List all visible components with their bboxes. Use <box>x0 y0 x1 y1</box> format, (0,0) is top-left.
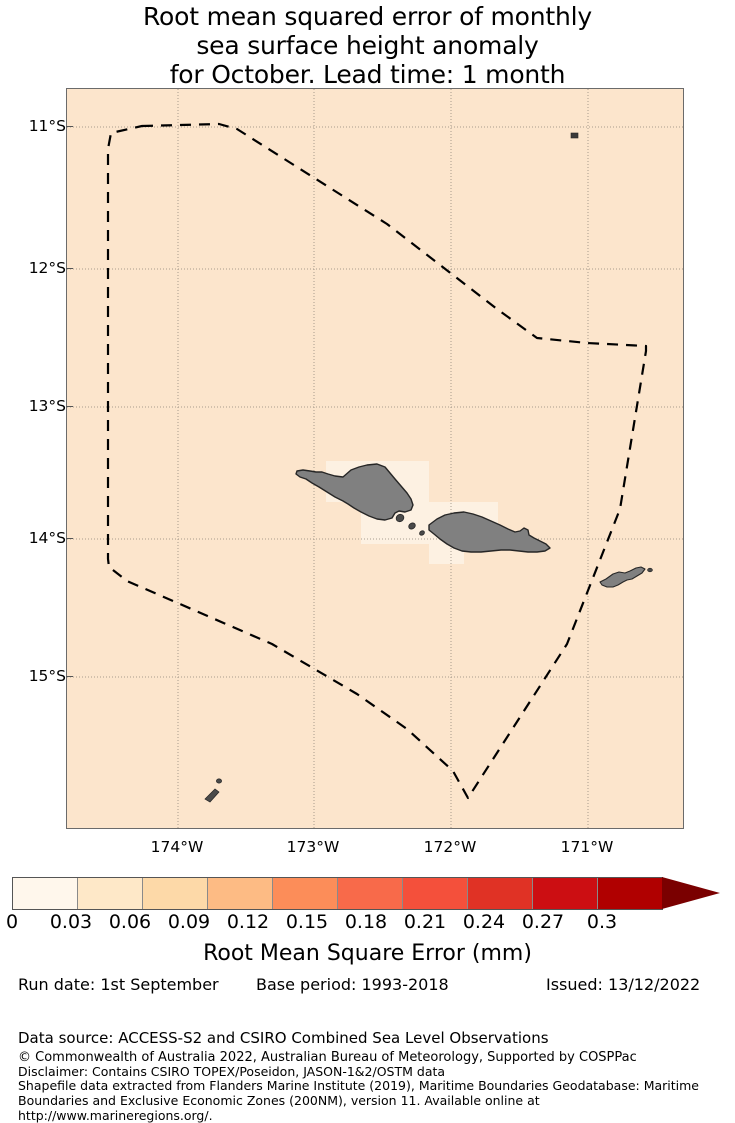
islets-southwest <box>204 778 222 803</box>
map-plot-area <box>66 88 684 829</box>
page-title: Root mean squared error of monthly sea s… <box>0 2 735 89</box>
cb-tick-8: 0.24 <box>462 911 506 933</box>
base-period: Base period: 1993-2018 <box>256 975 449 994</box>
title-line-3: for October. Lead time: 1 month <box>169 60 566 89</box>
islets-apolima-manono <box>395 513 425 536</box>
y-mark-4 <box>66 538 73 539</box>
shapefile-credit-line-1: Shapefile data extracted from Flanders M… <box>18 1078 699 1093</box>
island-savaii <box>295 463 414 521</box>
map-svg <box>67 89 683 828</box>
y-mark-1 <box>66 126 73 127</box>
shapefile-credit-line-2: Boundaries and Exclusive Economic Zones … <box>18 1093 540 1123</box>
colorbar-band-2 <box>143 878 208 909</box>
y-tick-15s: 15°S <box>28 667 66 685</box>
data-source: Data source: ACCESS-S2 and CSIRO Combine… <box>18 1029 549 1047</box>
y-axis-tick-marks <box>0 88 735 829</box>
map-gridlines <box>67 89 683 828</box>
title-line-2: sea surface height anomaly <box>196 31 539 60</box>
y-tick-11s: 11°S <box>28 117 66 135</box>
disclaimer-text: Disclaimer: Contains CSIRO TOPEX/Poseido… <box>18 1064 446 1079</box>
y-mark-2 <box>66 268 73 269</box>
colorbar-band-4 <box>273 878 338 909</box>
islet-aunuu <box>647 567 653 573</box>
island-tutuila <box>599 566 646 588</box>
y-axis-labels: 11°S 12°S 13°S 14°S 15°S <box>0 88 66 829</box>
y-tick-12s: 12°S <box>28 259 66 277</box>
x-tick-173w: 173°W <box>286 838 340 856</box>
cb-tick-7: 0.21 <box>403 911 447 933</box>
cb-tick-0: 0 <box>5 911 19 933</box>
copyright-notice: © Commonwealth of Australia 2022, Austra… <box>18 1050 637 1065</box>
island-upolu <box>428 511 551 553</box>
colorbar-band-7 <box>468 878 533 909</box>
y-tick-13s: 13°S <box>28 397 66 415</box>
y-tick-14s: 14°S <box>28 529 66 547</box>
colorbar-band-9 <box>598 878 662 909</box>
colorbar-bands <box>12 877 663 910</box>
title-line-1: Root mean squared error of monthly <box>142 2 592 31</box>
islet-north <box>570 132 579 139</box>
y-mark-5 <box>66 676 73 677</box>
colorbar-band-1 <box>78 878 143 909</box>
colorbar-band-3 <box>208 878 273 909</box>
x-tick-174w: 174°W <box>150 838 204 856</box>
colorbar-band-6 <box>403 878 468 909</box>
y-mark-3 <box>66 406 73 407</box>
colorbar-band-5 <box>338 878 403 909</box>
run-date: Run date: 1st September <box>18 975 219 994</box>
cb-tick-1: 0.03 <box>49 911 93 933</box>
metadata-row: Run date: 1st September Base period: 199… <box>18 975 718 997</box>
cb-tick-3: 0.09 <box>167 911 211 933</box>
cb-tick-10: 0.3 <box>586 911 618 933</box>
x-tick-171w: 171°W <box>560 838 614 856</box>
colorbar-extend-arrow <box>662 877 720 909</box>
cb-tick-6: 0.18 <box>344 911 388 933</box>
colorbar-tick-labels: 0 0.03 0.06 0.09 0.12 0.15 0.18 0.21 0.2… <box>0 911 735 935</box>
colorbar-band-0 <box>13 878 78 909</box>
cb-tick-4: 0.12 <box>226 911 270 933</box>
issued-date: Issued: 13/12/2022 <box>546 975 701 994</box>
cb-tick-5: 0.15 <box>285 911 329 933</box>
x-tick-172w: 172°W <box>423 838 477 856</box>
cb-tick-2: 0.06 <box>108 911 152 933</box>
eez-boundary <box>106 122 648 800</box>
colorbar-band-8 <box>533 878 598 909</box>
colorbar <box>12 877 723 910</box>
cb-tick-9: 0.27 <box>521 911 565 933</box>
colorbar-axis-label: Root Mean Square Error (mm) <box>203 941 532 966</box>
